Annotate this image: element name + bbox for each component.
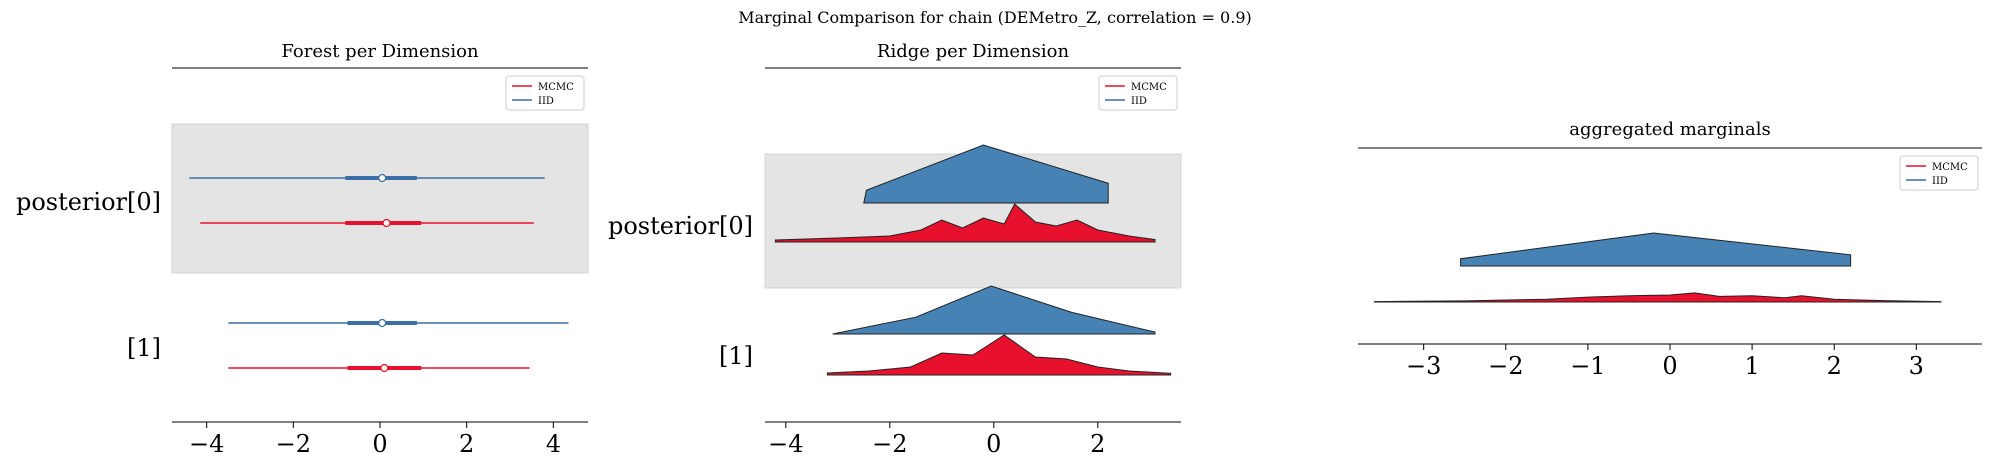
panel-2: Ridge per Dimension −4 −2 0 2 MCMC IID posterio…: [608, 41, 1182, 458]
ridge-mcmc: [1373, 292, 1942, 303]
panel-title: Ridge per Dimension: [877, 41, 1070, 62]
ridge-iid: [1460, 232, 1852, 267]
median-point-mcmc: [382, 218, 391, 228]
x-tick-label: −4: [189, 430, 224, 458]
x-tick-label: 2: [459, 430, 474, 458]
row-label: posterior[0]: [608, 212, 753, 240]
x-tick-label: −2: [1488, 352, 1523, 380]
legend-label-mcmc: MCMC: [1131, 82, 1167, 93]
x-tick-label: 0: [1662, 352, 1677, 380]
x-tick-label: 2: [1827, 352, 1842, 380]
row-label: [1]: [127, 334, 161, 362]
row-label: posterior[0]: [16, 188, 161, 216]
x-tick-label: 0: [986, 430, 1001, 458]
row-band: [171, 123, 589, 274]
x-tick-label: −3: [1406, 352, 1441, 380]
x-tick-label: 2: [1090, 430, 1105, 458]
figure-title: Marginal Comparison for chain (DEMetro_Z…: [738, 8, 1252, 27]
legend-label-mcmc: MCMC: [1932, 162, 1968, 173]
legend-box: [1098, 75, 1178, 111]
legend-label-iid: IID: [1131, 96, 1147, 107]
panel-title: Forest per Dimension: [281, 41, 479, 62]
legend-box: [1899, 155, 1979, 191]
row-label: [1]: [719, 342, 753, 370]
x-tick-label: −2: [276, 430, 311, 458]
ridge-iid: [832, 285, 1156, 335]
ridge-mcmc: [826, 334, 1172, 376]
x-tick-label: 4: [546, 430, 561, 458]
median-point-iid: [378, 173, 387, 183]
median-point-iid: [378, 318, 387, 328]
legend-label-iid: IID: [538, 96, 554, 107]
legend-box: [505, 75, 585, 111]
ridge-iid: [863, 144, 1109, 204]
x-tick-label: 3: [1909, 352, 1924, 380]
legend-label-iid: IID: [1932, 176, 1948, 187]
x-tick-label: −1: [1570, 352, 1605, 380]
panel-1: Forest per Dimension −4 −2 0 2 4 MCMC IID poster…: [16, 41, 589, 458]
ridge-mcmc: [774, 203, 1156, 243]
x-tick-label: 1: [1744, 352, 1759, 380]
x-tick-label: 0: [372, 430, 387, 458]
x-tick-label: −4: [768, 430, 803, 458]
legend-label-mcmc: MCMC: [538, 82, 574, 93]
x-tick-label: −2: [872, 430, 907, 458]
panel-3: aggregated marginals −3 −2 −1 0 1 2 3 MCMC IID: [1358, 119, 1982, 380]
median-point-mcmc: [380, 363, 389, 373]
panel-title: aggregated marginals: [1569, 119, 1770, 140]
